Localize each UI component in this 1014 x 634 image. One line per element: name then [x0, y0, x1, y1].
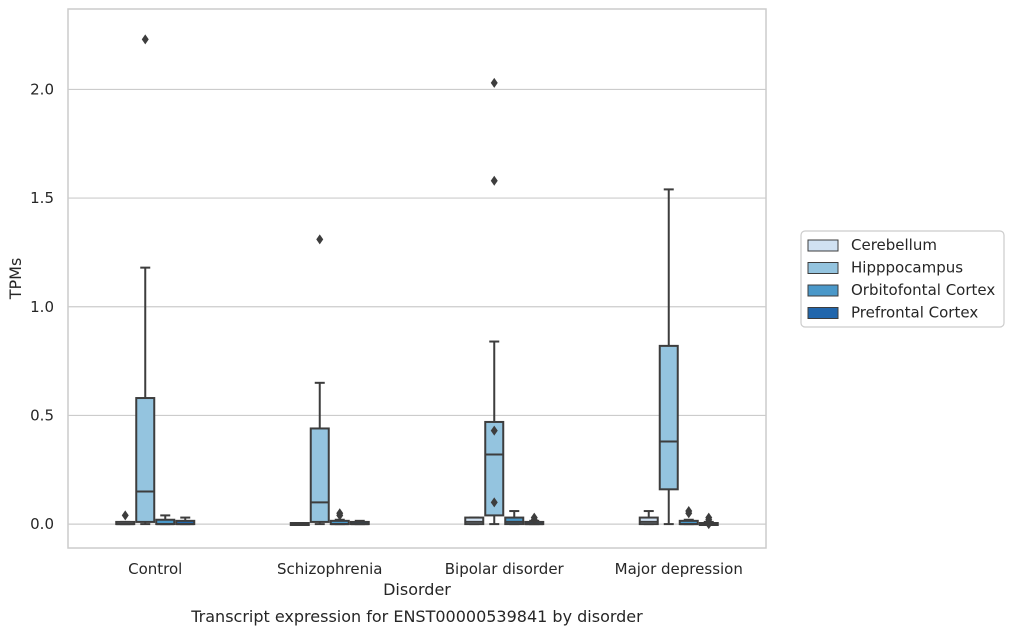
box-iqr — [309, 427, 330, 523]
y-axis-ticks: 0.0 0.5 1.0 1.5 2.0 — [30, 80, 54, 533]
outlier-point — [490, 497, 498, 508]
y-tick-label: 0.0 — [30, 515, 54, 533]
box-prefrontal-cortex — [698, 512, 719, 530]
outlier-point — [530, 514, 538, 525]
legend-frame — [800, 230, 1005, 328]
x-tick-label: Schizophrenia — [277, 560, 382, 578]
outlier-point — [685, 508, 693, 519]
plot-area-frame — [67, 8, 767, 549]
box-iqr — [464, 516, 485, 526]
box-iqr — [638, 516, 659, 526]
box-cerebellum — [638, 510, 659, 526]
box-orbitofontal-cortex — [678, 506, 699, 526]
box-hipppocampus — [309, 234, 330, 526]
y-tick-label: 0.5 — [30, 406, 54, 424]
box-orbitofontal-cortex — [155, 514, 176, 526]
outlier-point — [121, 510, 129, 521]
box-cerebellum — [289, 522, 310, 527]
plot-boxes — [115, 34, 719, 530]
y-tick-label: 2.0 — [30, 80, 54, 98]
outlier-point — [490, 425, 498, 436]
box-orbitofontal-cortex — [504, 510, 525, 526]
box-prefrontal-cortex — [349, 519, 370, 526]
box-prefrontal-cortex — [524, 512, 545, 526]
legend-entry-label: Orbitofontal Cortex — [851, 281, 995, 299]
legend-entry-label: Hipppocampus — [851, 259, 963, 277]
box-orbitofontal-cortex — [329, 508, 350, 526]
x-axis-label: Disorder — [383, 580, 451, 599]
box-iqr — [658, 344, 679, 491]
x-axis-ticks: Control Schizophrenia Bipolar disorder Majo… — [128, 560, 743, 578]
outlier-point — [336, 510, 344, 521]
x-tick-label: Major depression — [615, 560, 743, 578]
box-hipppocampus — [484, 77, 505, 526]
box-prefrontal-cortex — [175, 516, 196, 526]
box-iqr — [504, 516, 525, 526]
box-iqr — [484, 420, 505, 517]
legend-swatch — [807, 307, 839, 319]
y-axis-label: TPMs — [6, 258, 25, 301]
y-tick-label: 1.0 — [30, 298, 54, 316]
box-hipppocampus — [658, 188, 679, 526]
outlier-point — [490, 77, 498, 88]
legend-entry-label: Cerebellum — [851, 236, 937, 254]
box-cerebellum — [115, 510, 136, 526]
outlier-point — [316, 234, 324, 245]
y-tick-label: 1.5 — [30, 189, 54, 207]
outlier-point — [705, 519, 713, 530]
legend-swatch — [807, 284, 839, 297]
x-tick-label: Bipolar disorder — [445, 560, 565, 578]
legend-swatch — [807, 239, 839, 252]
chart-caption: Transcript expression for ENST0000053984… — [190, 607, 643, 626]
box-iqr — [135, 397, 156, 523]
box-cerebellum — [464, 516, 485, 526]
outlier-point — [141, 34, 149, 45]
box-hipppocampus — [135, 34, 156, 526]
legend: Cerebellum Hipppocampus Orbitofontal Corte… — [800, 230, 1005, 328]
outlier-point — [490, 175, 498, 186]
x-tick-label: Control — [128, 560, 182, 578]
legend-swatch — [807, 262, 839, 274]
legend-entry-label: Prefrontal Cortex — [851, 304, 978, 322]
